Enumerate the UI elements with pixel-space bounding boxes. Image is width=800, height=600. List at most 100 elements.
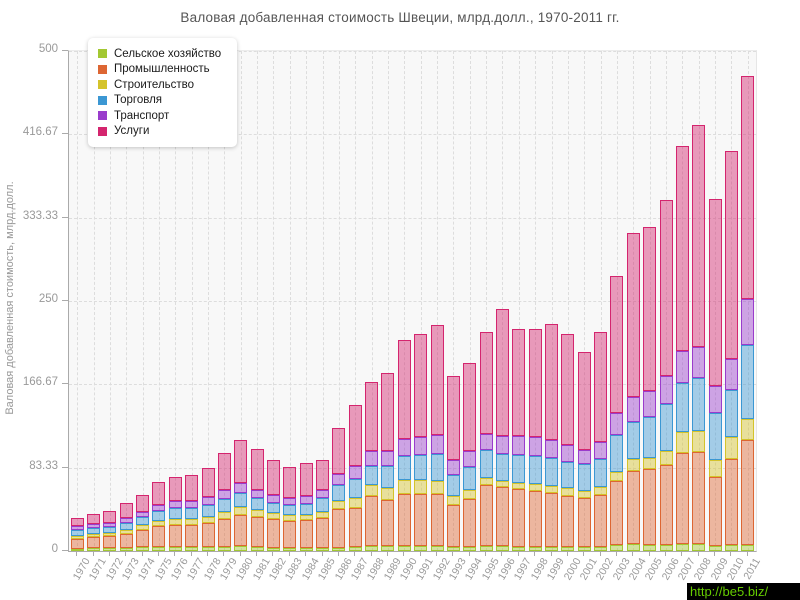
bar-segment-trade[interactable] xyxy=(87,528,101,534)
bar-segment-industry[interactable] xyxy=(217,519,231,547)
bar-segment-transport[interactable] xyxy=(283,498,297,505)
bar-segment-construction[interactable] xyxy=(365,485,379,496)
bar-segment-agriculture[interactable] xyxy=(659,545,673,551)
bar-segment-services[interactable] xyxy=(692,125,706,347)
bar-segment-agriculture[interactable] xyxy=(217,547,231,551)
bar-segment-transport[interactable] xyxy=(185,501,199,508)
bar-segment-transport[interactable] xyxy=(266,495,280,503)
bar-segment-trade[interactable] xyxy=(152,511,166,521)
bar-segment-agriculture[interactable] xyxy=(185,547,199,551)
bar-segment-transport[interactable] xyxy=(103,523,117,527)
bar-segment-transport[interactable] xyxy=(397,439,411,456)
bar-segment-trade[interactable] xyxy=(561,462,575,488)
bar-segment-construction[interactable] xyxy=(724,437,738,459)
bar-segment-industry[interactable] xyxy=(495,487,509,546)
bar-segment-transport[interactable] xyxy=(626,397,640,422)
bar-segment-trade[interactable] xyxy=(168,508,182,519)
bar-segment-construction[interactable] xyxy=(266,513,280,519)
bar-segment-trade[interactable] xyxy=(316,498,330,512)
bar-segment-services[interactable] xyxy=(103,511,117,523)
bar-segment-transport[interactable] xyxy=(70,526,84,530)
bar-segment-industry[interactable] xyxy=(397,494,411,546)
bar-segment-construction[interactable] xyxy=(332,501,346,509)
bar-segment-construction[interactable] xyxy=(594,487,608,495)
bar-segment-transport[interactable] xyxy=(348,466,362,479)
bar-segment-transport[interactable] xyxy=(463,451,477,467)
bar-segment-industry[interactable] xyxy=(103,536,117,548)
bar-segment-agriculture[interactable] xyxy=(316,548,330,551)
bar-segment-services[interactable] xyxy=(561,334,575,445)
bar-segment-construction[interactable] xyxy=(316,512,330,518)
bar-segment-industry[interactable] xyxy=(168,525,182,547)
bar-segment-agriculture[interactable] xyxy=(119,548,133,551)
bar-segment-services[interactable] xyxy=(643,227,657,391)
bar-segment-agriculture[interactable] xyxy=(495,546,509,551)
bar-segment-services[interactable] xyxy=(87,514,101,524)
bar-segment-services[interactable] xyxy=(675,146,689,351)
bar-segment-transport[interactable] xyxy=(332,474,346,485)
bar-segment-trade[interactable] xyxy=(201,505,215,517)
bar-segment-agriculture[interactable] xyxy=(381,546,395,551)
bar-segment-services[interactable] xyxy=(168,477,182,501)
bar-segment-services[interactable] xyxy=(217,453,231,490)
bar-segment-trade[interactable] xyxy=(234,493,248,507)
bar-segment-trade[interactable] xyxy=(528,456,542,484)
bar-segment-agriculture[interactable] xyxy=(266,548,280,551)
bar-segment-services[interactable] xyxy=(266,460,280,495)
bar-segment-trade[interactable] xyxy=(365,466,379,485)
bar-segment-agriculture[interactable] xyxy=(643,545,657,551)
bar-segment-industry[interactable] xyxy=(414,494,428,546)
bar-segment-industry[interactable] xyxy=(185,525,199,547)
bar-segment-agriculture[interactable] xyxy=(741,545,755,551)
bar-segment-agriculture[interactable] xyxy=(561,547,575,551)
bar-segment-trade[interactable] xyxy=(283,505,297,515)
bar-segment-trade[interactable] xyxy=(675,383,689,432)
bar-segment-services[interactable] xyxy=(708,199,722,386)
bar-segment-services[interactable] xyxy=(348,405,362,466)
bar-segment-transport[interactable] xyxy=(316,490,330,498)
bar-segment-construction[interactable] xyxy=(610,472,624,481)
bar-segment-agriculture[interactable] xyxy=(168,547,182,551)
bar-segment-services[interactable] xyxy=(381,373,395,451)
bar-segment-services[interactable] xyxy=(610,276,624,413)
bar-segment-trade[interactable] xyxy=(217,499,231,512)
bar-segment-construction[interactable] xyxy=(446,496,460,505)
bar-segment-services[interactable] xyxy=(446,376,460,460)
bar-segment-industry[interactable] xyxy=(626,471,640,544)
bar-segment-industry[interactable] xyxy=(70,539,84,549)
bar-segment-trade[interactable] xyxy=(610,435,624,472)
bar-segment-agriculture[interactable] xyxy=(234,546,248,551)
bar-segment-agriculture[interactable] xyxy=(708,546,722,551)
bar-segment-services[interactable] xyxy=(430,325,444,435)
bar-segment-transport[interactable] xyxy=(365,451,379,466)
bar-segment-construction[interactable] xyxy=(185,519,199,525)
bar-segment-industry[interactable] xyxy=(545,493,559,547)
bar-segment-transport[interactable] xyxy=(512,436,526,455)
bar-segment-transport[interactable] xyxy=(675,351,689,383)
bar-segment-trade[interactable] xyxy=(463,467,477,490)
bar-segment-services[interactable] xyxy=(528,329,542,437)
bar-segment-transport[interactable] xyxy=(741,299,755,345)
bar-segment-construction[interactable] xyxy=(512,483,526,489)
bar-segment-trade[interactable] xyxy=(724,390,738,437)
bar-segment-industry[interactable] xyxy=(741,440,755,545)
bar-segment-construction[interactable] xyxy=(348,498,362,508)
bar-segment-industry[interactable] xyxy=(87,537,101,548)
bar-segment-transport[interactable] xyxy=(136,512,150,517)
bar-segment-industry[interactable] xyxy=(119,534,133,548)
bar-segment-construction[interactable] xyxy=(626,459,640,471)
bar-segment-transport[interactable] xyxy=(152,505,166,511)
bar-segment-trade[interactable] xyxy=(136,517,150,525)
bar-segment-construction[interactable] xyxy=(119,530,133,534)
bar-segment-construction[interactable] xyxy=(70,536,84,539)
bar-segment-transport[interactable] xyxy=(299,496,313,504)
bar-segment-trade[interactable] xyxy=(659,404,673,451)
bar-segment-transport[interactable] xyxy=(201,497,215,505)
bar-segment-construction[interactable] xyxy=(397,480,411,494)
bar-segment-services[interactable] xyxy=(577,352,591,450)
bar-segment-industry[interactable] xyxy=(708,477,722,546)
bar-segment-services[interactable] xyxy=(659,200,673,376)
bar-segment-construction[interactable] xyxy=(299,515,313,520)
bar-segment-services[interactable] xyxy=(234,440,248,483)
bar-segment-trade[interactable] xyxy=(643,417,657,458)
